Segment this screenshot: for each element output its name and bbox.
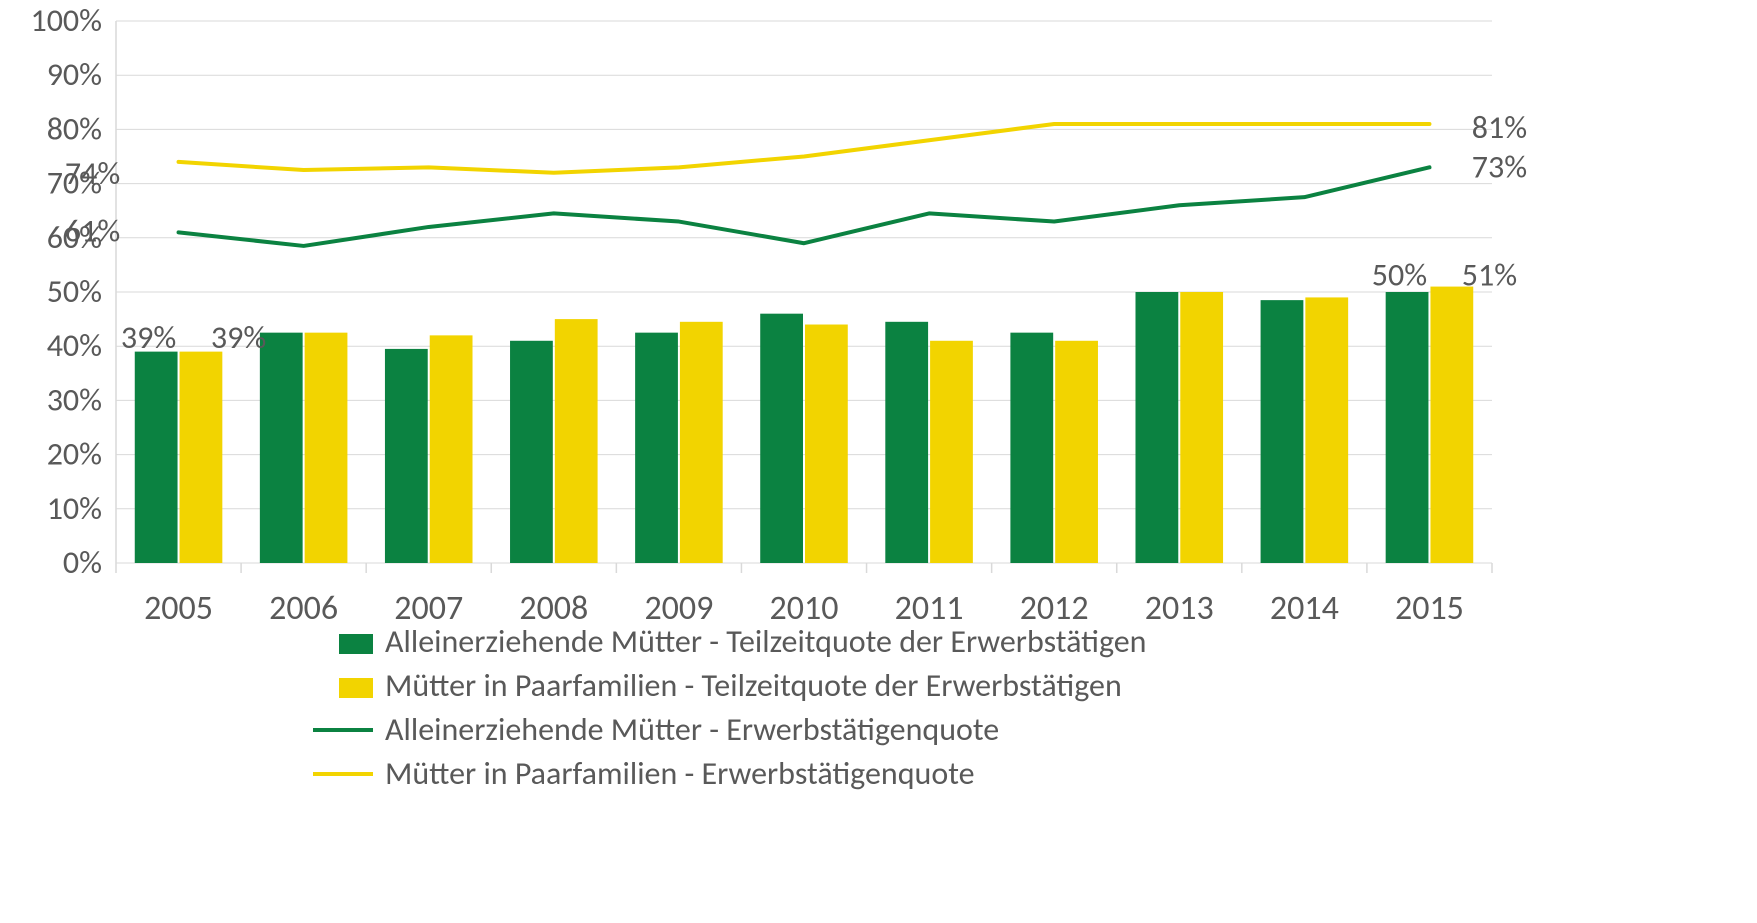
x-tick-label: 2015 (1395, 588, 1464, 629)
bar (1305, 297, 1348, 563)
bar (180, 352, 223, 563)
chart-container: 0%10%20%30%40%50%60%70%80%90%100%39%39%5… (0, 0, 1757, 923)
y-tick-label: 100% (30, 1, 102, 40)
y-tick-label: 80% (47, 109, 102, 148)
bar (305, 333, 348, 563)
bar (885, 322, 928, 563)
combo-chart: 0%10%20%30%40%50%60%70%80%90%100%39%39%5… (0, 0, 1757, 923)
x-tick-label: 2013 (1145, 588, 1214, 629)
data-label: 39% (121, 318, 176, 357)
x-tick-label: 2006 (269, 588, 338, 629)
bar (805, 325, 848, 563)
y-tick-label: 30% (47, 380, 102, 419)
x-tick-label: 2005 (144, 588, 213, 629)
y-tick-label: 20% (47, 435, 102, 474)
bar (1261, 300, 1304, 563)
y-tick-label: 40% (47, 326, 102, 365)
bar (135, 352, 178, 563)
bar (1430, 287, 1473, 563)
legend-label: Mütter in Paarfamilien - Erwerbstätigenq… (385, 754, 975, 793)
data-label: 81% (1472, 108, 1527, 147)
bar (510, 341, 553, 563)
y-tick-label: 50% (47, 272, 102, 311)
bar (930, 341, 973, 563)
data-label: 61% (65, 211, 120, 250)
legend-swatch (339, 634, 373, 654)
bar (635, 333, 678, 563)
data-label: 73% (1472, 147, 1527, 186)
data-label: 39% (211, 318, 266, 357)
y-tick-label: 0% (63, 543, 102, 582)
legend-label: Mütter in Paarfamilien - Teilzeitquote d… (385, 666, 1122, 705)
bar (1010, 333, 1053, 563)
legend-swatch (339, 678, 373, 698)
data-label: 50% (1372, 256, 1427, 295)
y-tick-label: 90% (47, 55, 102, 94)
legend-label: Alleinerziehende Mütter - Teilzeitquote … (385, 622, 1146, 661)
bar (1055, 341, 1098, 563)
bar (1386, 292, 1429, 563)
y-tick-label: 10% (47, 489, 102, 528)
bar (260, 333, 303, 563)
bar (1135, 292, 1178, 563)
bar (760, 314, 803, 563)
legend-label: Alleinerziehende Mütter - Erwerbstätigen… (385, 710, 999, 749)
bar (430, 335, 473, 563)
data-label: 74% (65, 154, 120, 193)
data-label: 51% (1462, 256, 1517, 295)
bar (555, 319, 598, 563)
bar (1180, 292, 1223, 563)
bar (385, 349, 428, 563)
x-tick-label: 2014 (1270, 588, 1339, 629)
bar (680, 322, 723, 563)
